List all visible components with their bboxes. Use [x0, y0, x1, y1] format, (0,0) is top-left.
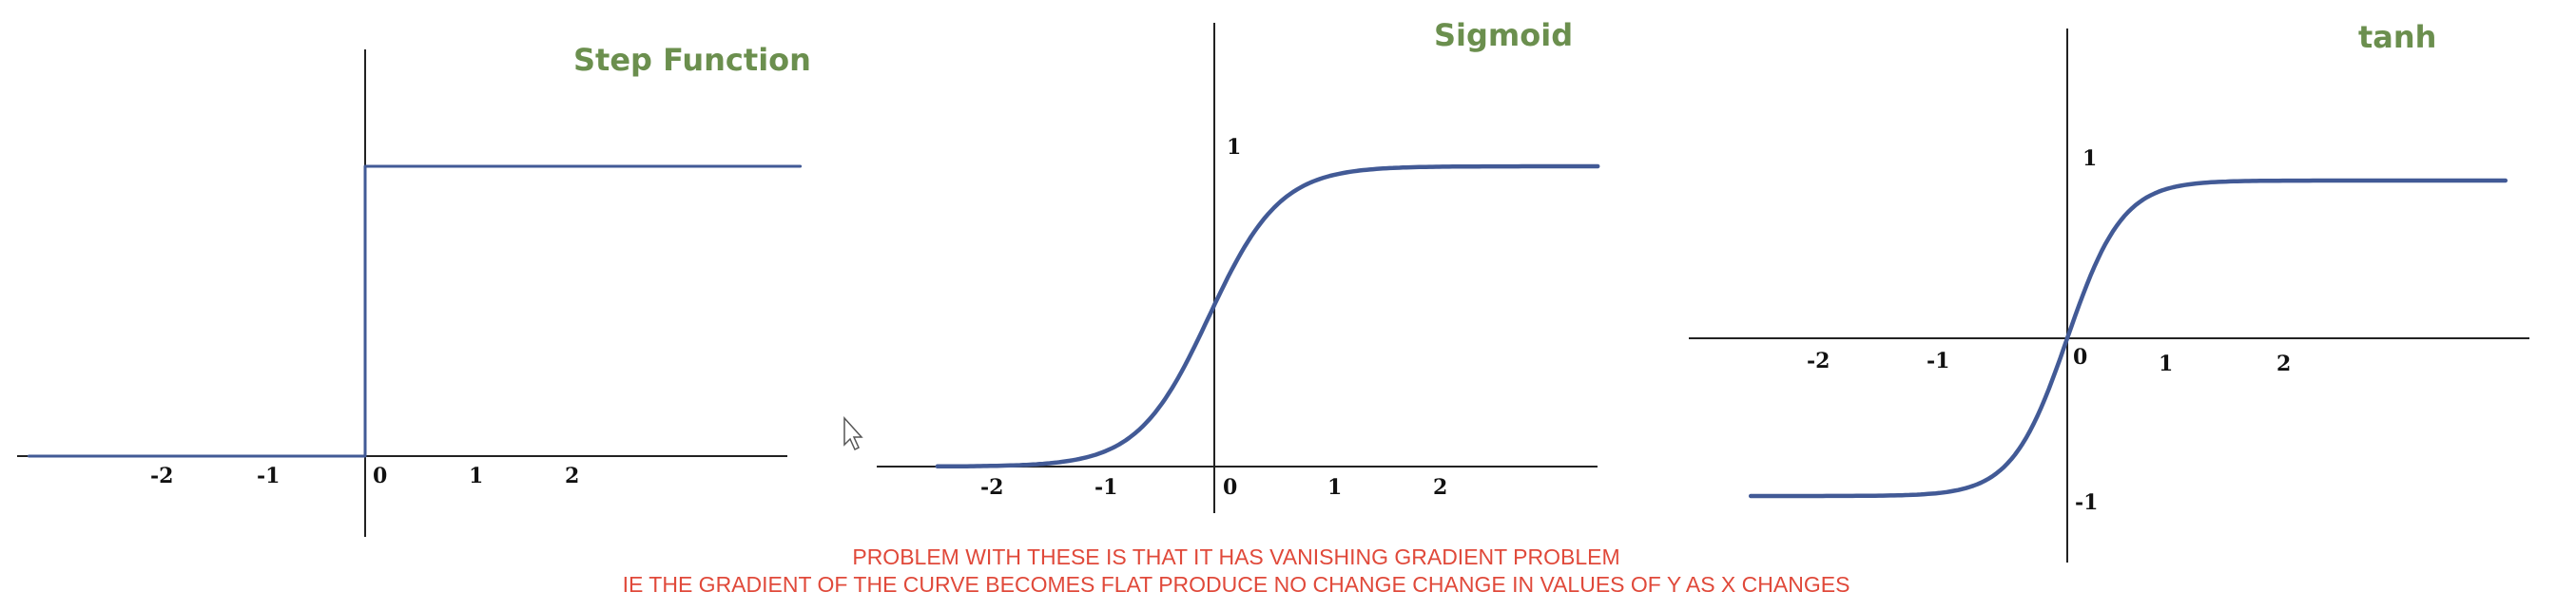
sigmoid-title: Sigmoid [1434, 17, 1573, 53]
tanh-x-tick-0: 0 [2073, 345, 2087, 370]
tanh-chart: tanh 1 -1 -2 -1 0 1 2 [1689, 19, 2529, 563]
caption-line-2: IE THE GRADIENT OF THE CURVE BECOMES FLA… [622, 572, 1850, 597]
tanh-curve [1748, 178, 2508, 499]
sigmoid-chart: Sigmoid 1 -2 -1 0 1 2 [877, 17, 1600, 513]
step-x-tick-0: 0 [373, 464, 387, 488]
sigmoid-curve [935, 163, 1600, 469]
sigmoid-y-tick-1: 1 [1227, 135, 1241, 160]
mouse-cursor-icon [843, 416, 863, 451]
tanh-y-tick-neg1: -1 [2075, 490, 2098, 515]
step-x-tick-2: 2 [565, 464, 579, 488]
tanh-x-tick-neg1: -1 [1927, 349, 1949, 373]
step-x-tick-neg1: -1 [257, 464, 280, 488]
step-x-tick-1: 1 [469, 464, 483, 488]
step-function-chart: Step Function -2 -1 0 1 2 [17, 42, 811, 537]
sigmoid-x-tick-1: 1 [1327, 475, 1342, 500]
sigmoid-x-tick-neg1: -1 [1094, 475, 1117, 500]
step-x-tick-neg2: -2 [150, 464, 173, 488]
tanh-y-tick-1: 1 [2082, 146, 2097, 171]
sigmoid-x-tick-2: 2 [1433, 475, 1447, 500]
tanh-x-tick-2: 2 [2276, 352, 2291, 376]
tanh-x-tick-neg2: -2 [1807, 349, 1830, 373]
step-title: Step Function [573, 42, 811, 78]
sigmoid-x-tick-0: 0 [1223, 475, 1237, 500]
step-function-curve [27, 164, 803, 458]
tanh-title: tanh [2358, 19, 2436, 55]
sigmoid-x-tick-neg2: -2 [980, 475, 1003, 500]
tanh-x-tick-1: 1 [2159, 352, 2173, 376]
caption-line-1: PROBLEM WITH THESE IS THAT IT HAS VANISH… [852, 544, 1620, 569]
